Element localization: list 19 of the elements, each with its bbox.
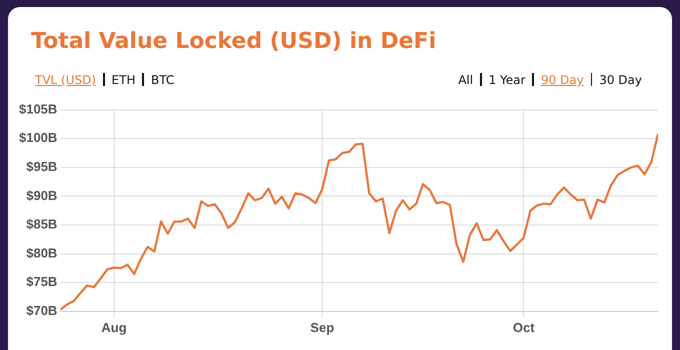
x-tick-label: Oct <box>512 320 536 335</box>
y-tick-label: $90B <box>26 188 58 203</box>
text: TVL (USD) <box>35 73 96 87</box>
x-tick-label: Aug <box>101 320 127 335</box>
y-tick-label: $85B <box>26 216 58 232</box>
x-tick-label: Sep <box>310 320 334 335</box>
chart-title: Total Value Locked (USD) in DeFi <box>31 29 436 54</box>
text: 30 Day <box>599 73 642 87</box>
y-tick-label: $75B <box>26 274 58 290</box>
y-tick-label: $80B <box>26 245 58 260</box>
y-tick-label: $70B <box>26 302 58 318</box>
text: 1 Year <box>488 73 526 87</box>
y-tick-label: $105B <box>18 101 58 116</box>
y-tick-label: $100B <box>18 130 58 146</box>
text: 90 Day <box>540 73 584 87</box>
text: BTC <box>150 73 174 87</box>
text: All <box>458 73 474 87</box>
text: ETH <box>112 73 136 87</box>
y-tick-label: $95B <box>26 158 58 174</box>
